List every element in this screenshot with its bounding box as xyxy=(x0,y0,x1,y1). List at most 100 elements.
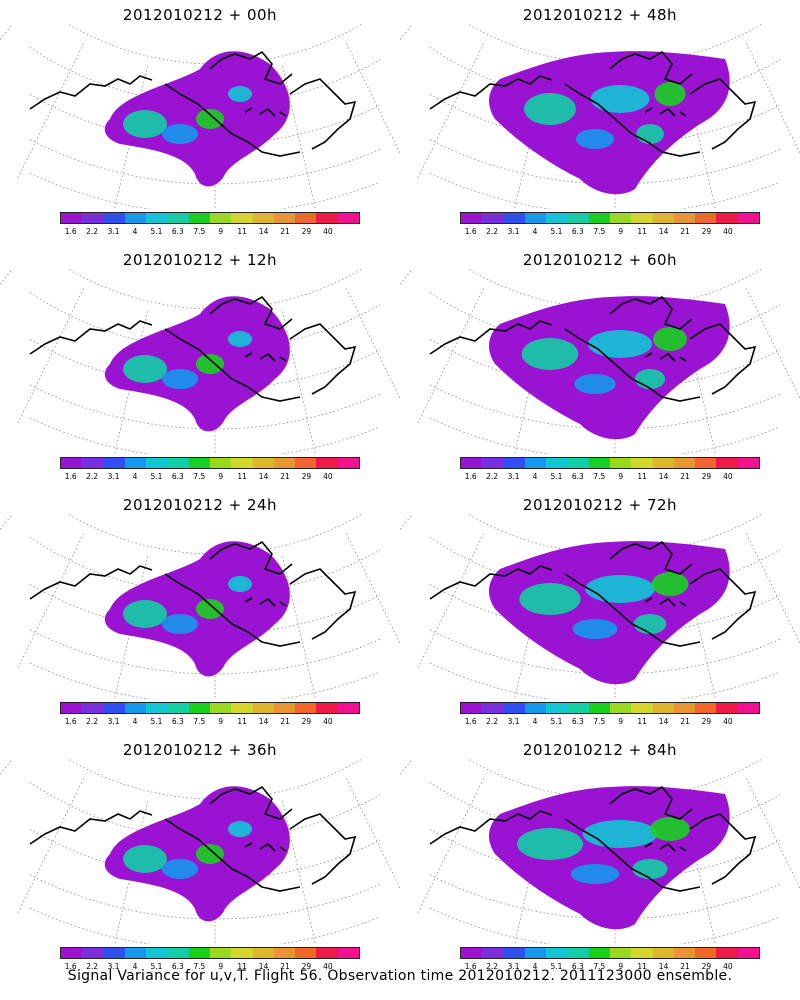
legend-tick-label: 14 xyxy=(658,962,669,971)
legend-swatch xyxy=(273,213,296,223)
legend-swatch xyxy=(631,948,653,958)
legend-swatch xyxy=(588,458,610,468)
legend-swatch xyxy=(167,948,189,958)
legend-swatch xyxy=(716,948,738,958)
legend-tick-label: 4 xyxy=(532,227,538,236)
legend-swatch xyxy=(252,213,274,223)
panel-title: 2012010212 + 36h xyxy=(122,741,278,759)
legend-swatch xyxy=(209,703,232,713)
legend-swatch xyxy=(524,213,547,223)
legend-tick-label: 5.1 xyxy=(550,717,563,726)
legend-swatch xyxy=(482,703,504,713)
legend-tick-label: 7.5 xyxy=(593,717,606,726)
legend-swatch xyxy=(295,213,317,223)
legend-swatch xyxy=(546,703,568,713)
legend-swatch xyxy=(82,703,104,713)
legend-tick-label: 14 xyxy=(658,472,669,481)
legend-colorbar xyxy=(460,212,760,224)
legend-swatch xyxy=(146,703,168,713)
coastlines xyxy=(429,785,757,892)
legend-tick-label: 7.5 xyxy=(193,227,206,236)
legend-swatch xyxy=(524,458,547,468)
legend-swatch xyxy=(209,458,232,468)
legend-tick-label: 29 xyxy=(701,717,712,726)
legend-tick-label: 40 xyxy=(323,962,333,971)
legend-swatch xyxy=(695,703,717,713)
legend-swatch xyxy=(503,458,525,468)
panel-title: 2012010212 + 48h xyxy=(522,6,678,24)
legend-swatch xyxy=(652,458,674,468)
legend-swatch xyxy=(337,213,359,223)
legend-swatch xyxy=(124,703,147,713)
legend-swatch xyxy=(103,703,125,713)
legend-tick-label: 21 xyxy=(680,227,690,236)
coastlines xyxy=(29,785,357,892)
legend-tick-label: 29 xyxy=(701,227,712,236)
legend-colorbar xyxy=(60,702,360,714)
legend-tick-label: 4 xyxy=(532,717,538,726)
legend-swatch xyxy=(82,948,104,958)
color-legend: 1.6 2.2 3.1 4 5.1 6.3 7.5 9 11 14 21 29 40 xyxy=(460,947,760,977)
panel-title: 2012010212 + 24h xyxy=(122,496,278,514)
legend-tick-label: 3.1 xyxy=(507,227,520,236)
legend-colorbar xyxy=(460,947,760,959)
legend-tick-label: 9 xyxy=(618,962,624,971)
legend-swatch xyxy=(337,948,359,958)
color-legend: 1.6 2.2 3.1 4 5.1 6.3 7.5 9 11 14 21 29 40 xyxy=(60,702,360,732)
legend-swatch xyxy=(546,458,568,468)
legend-tick-label: 2.2 xyxy=(86,227,99,236)
legend-swatch xyxy=(273,948,296,958)
legend-tick-label: 4 xyxy=(532,962,538,971)
legend-swatch xyxy=(316,458,338,468)
legend-tick-label: 6.3 xyxy=(171,227,184,236)
legend-swatch xyxy=(524,948,547,958)
legend-tick-label: 7.5 xyxy=(593,962,606,971)
legend-swatch xyxy=(609,213,632,223)
legend-tick-label: 1.6 xyxy=(64,472,77,481)
legend-tick-label: 5.1 xyxy=(150,717,163,726)
legend-tick-label: 21 xyxy=(280,962,290,971)
legend-swatch xyxy=(167,458,189,468)
legend-tick-label: 11 xyxy=(237,472,247,481)
legend-swatch xyxy=(609,703,632,713)
legend-tick-label: 14 xyxy=(658,227,669,236)
legend-tick-label: 1.6 xyxy=(464,717,477,726)
legend-tick-label: 9 xyxy=(218,227,224,236)
legend-tick-label: 4 xyxy=(532,472,538,481)
color-legend: 1.6 2.2 3.1 4 5.1 6.3 7.5 9 11 14 21 29 40 xyxy=(460,702,760,732)
legend-tick-label: 5.1 xyxy=(550,472,563,481)
legend-swatch xyxy=(567,703,589,713)
legend-tick-label: 6.3 xyxy=(571,472,584,481)
legend-swatch xyxy=(316,703,338,713)
legend-swatch xyxy=(231,458,253,468)
legend-swatch xyxy=(124,213,147,223)
legend-tick-label: 5.1 xyxy=(150,227,163,236)
legend-tick-label: 1.6 xyxy=(64,962,77,971)
legend-swatch xyxy=(188,213,210,223)
legend-tick-label: 3.1 xyxy=(107,227,120,236)
legend-swatch xyxy=(716,703,738,713)
legend-tick-label: 9 xyxy=(618,227,624,236)
legend-swatch xyxy=(188,703,210,713)
legend-tick-label: 7.5 xyxy=(193,962,206,971)
legend-tick-label: 40 xyxy=(323,717,333,726)
legend-swatch xyxy=(167,213,189,223)
legend-swatch xyxy=(695,213,717,223)
legend-tick-label: 14 xyxy=(258,227,269,236)
legend-swatch xyxy=(716,213,738,223)
legend-swatch xyxy=(546,948,568,958)
legend-tick-label: 14 xyxy=(258,717,269,726)
forecast-map xyxy=(400,759,800,944)
legend-tick-label: 14 xyxy=(258,472,269,481)
legend-tick-label: 6.3 xyxy=(171,717,184,726)
color-legend: 1.6 2.2 3.1 4 5.1 6.3 7.5 9 11 14 21 29 40 xyxy=(460,457,760,487)
legend-swatch xyxy=(567,458,589,468)
legend-tick-label: 4 xyxy=(132,717,138,726)
legend-swatch xyxy=(61,213,83,223)
legend-tick-label: 40 xyxy=(723,962,733,971)
legend-tick-label: 11 xyxy=(637,962,647,971)
legend-swatch xyxy=(737,458,759,468)
legend-tick-label: 2.2 xyxy=(486,962,499,971)
legend-swatch xyxy=(461,213,483,223)
legend-tick-label: 4 xyxy=(132,227,138,236)
